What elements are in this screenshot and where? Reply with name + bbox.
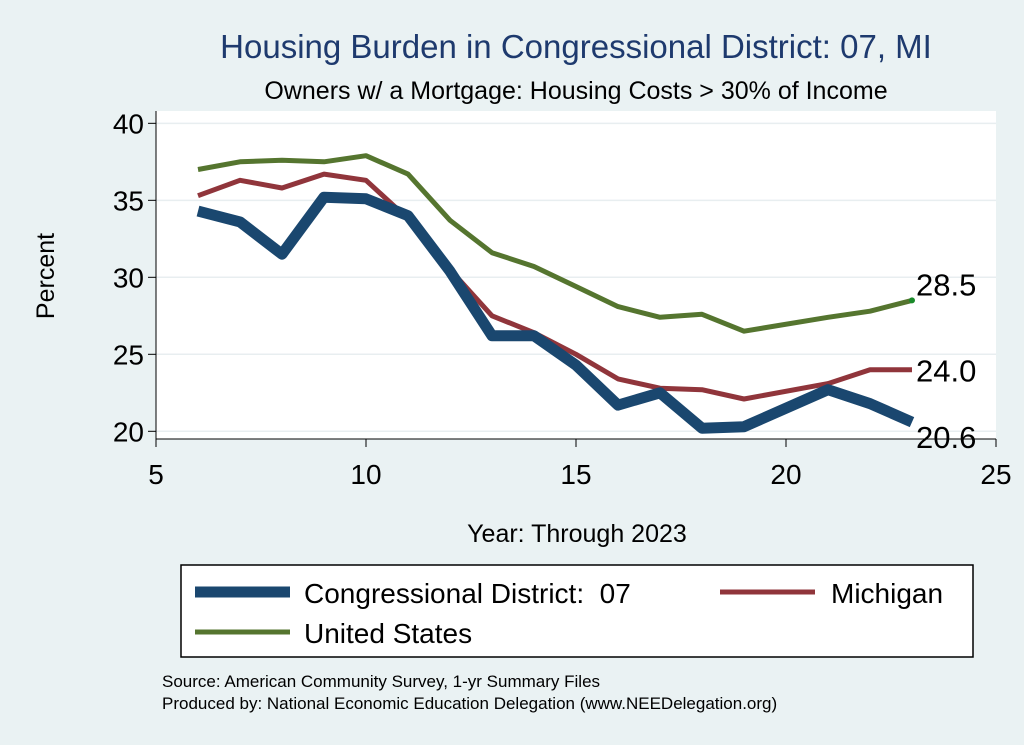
end-labels: 20.6 24.0 28.5 bbox=[916, 267, 976, 455]
end-label-district: 20.6 bbox=[916, 420, 976, 455]
y-tick-label: 20 bbox=[113, 416, 144, 447]
series-line-district bbox=[196, 191, 915, 434]
x-axis-label: Year: Through 2023 bbox=[467, 520, 687, 548]
x-tick-label: 10 bbox=[350, 459, 381, 490]
y-axis-label: Percent bbox=[32, 233, 60, 319]
series-lines bbox=[196, 153, 915, 434]
y-tick-label: 30 bbox=[113, 262, 144, 293]
legend-label-us: United States bbox=[304, 618, 472, 649]
end-label-michigan: 24.0 bbox=[916, 354, 976, 389]
producer-note: Produced by: National Economic Education… bbox=[162, 694, 777, 713]
plot-area bbox=[156, 111, 996, 439]
series-line-us bbox=[197, 153, 913, 334]
y-axis: 20 25 30 35 40 bbox=[113, 108, 156, 447]
x-tick-label: 25 bbox=[980, 459, 1011, 490]
legend: Congressional District: 07 Michigan Unit… bbox=[180, 564, 974, 658]
x-axis: 5 10 15 20 25 bbox=[148, 439, 1012, 490]
legend-box bbox=[180, 564, 974, 658]
legend-label-michigan: Michigan bbox=[831, 578, 943, 609]
chart-subtitle: Owners w/ a Mortgage: Housing Costs > 30… bbox=[264, 77, 887, 105]
end-label-us: 28.5 bbox=[916, 267, 976, 302]
chart-title: Housing Burden in Congressional District… bbox=[220, 28, 932, 65]
y-tick-label: 35 bbox=[113, 185, 144, 216]
y-tick-label: 40 bbox=[113, 108, 144, 139]
legend-label-district: Congressional District: 07 bbox=[304, 578, 631, 609]
source-note: Source: American Community Survey, 1-yr … bbox=[162, 672, 600, 691]
y-tick-label: 25 bbox=[113, 339, 144, 370]
x-tick-label: 20 bbox=[770, 459, 801, 490]
x-tick-label: 5 bbox=[148, 459, 164, 490]
us-end-marker bbox=[909, 297, 915, 304]
x-tick-label: 15 bbox=[560, 459, 591, 490]
